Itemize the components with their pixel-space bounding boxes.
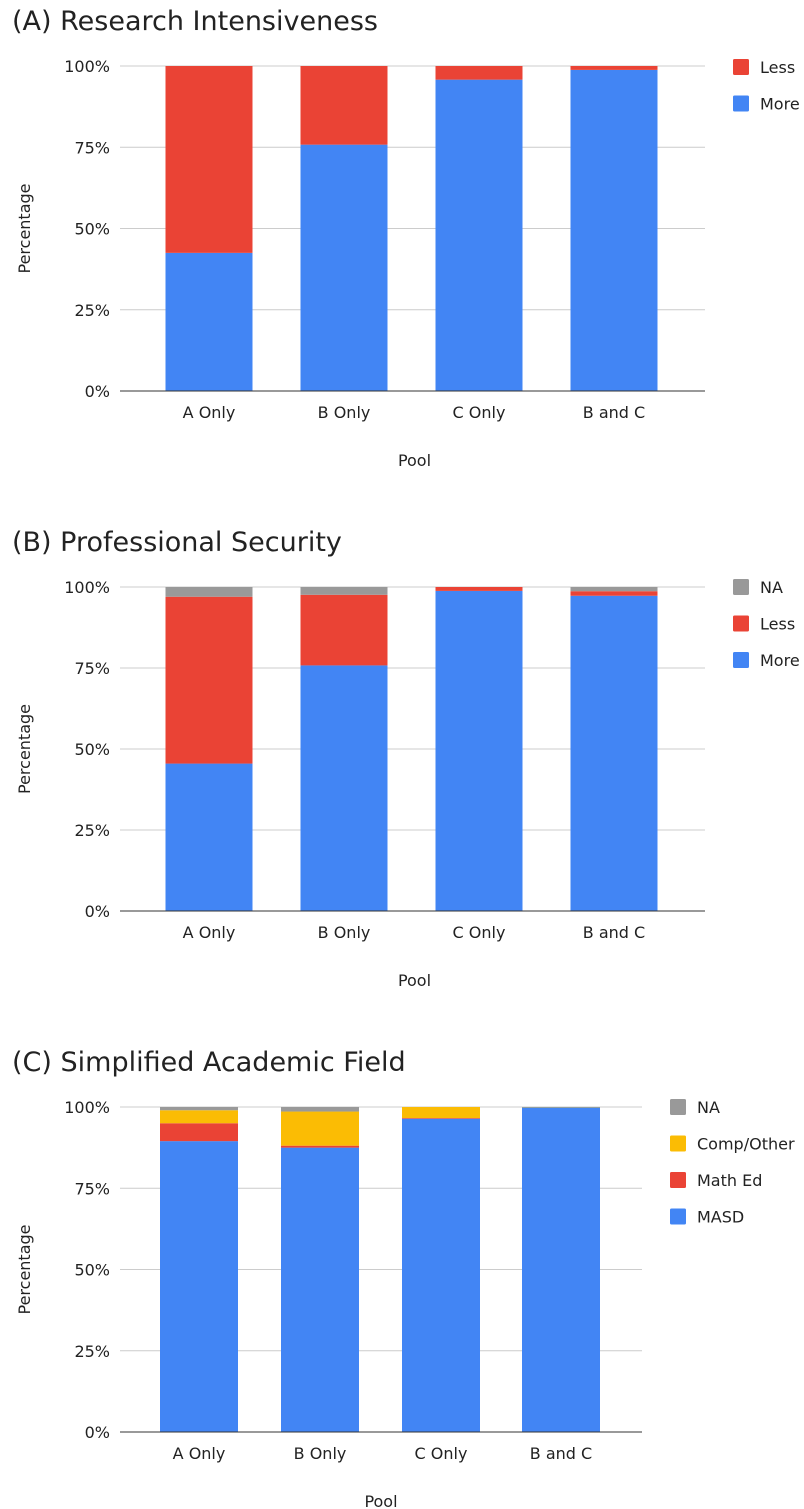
y-axis-title: Percentage	[15, 183, 34, 273]
y-tick-label: 0%	[85, 1423, 110, 1442]
x-axis-title: Pool	[364, 1492, 397, 1509]
bar-segment	[300, 66, 388, 145]
bar-segment	[165, 596, 253, 764]
chart-title: (C) Simplified Academic Field	[12, 1047, 406, 1078]
x-tick-label: B Only	[318, 403, 371, 422]
bar-segment	[165, 66, 253, 253]
x-tick-label: A Only	[183, 403, 236, 422]
x-axis-title: Pool	[398, 971, 431, 990]
legend-label: Comp/Other	[697, 1135, 795, 1154]
legend-label: Math Ed	[697, 1171, 762, 1190]
legend-swatch	[670, 1172, 686, 1188]
x-tick-label: C Only	[415, 1444, 468, 1463]
bar-segment	[570, 66, 658, 70]
bar-segment	[165, 763, 253, 911]
x-tick-label: C Only	[453, 923, 506, 942]
bar-segment	[165, 587, 253, 597]
legend-label: Less	[760, 58, 795, 77]
bar-segment	[402, 1107, 480, 1119]
chart-title: (B) Professional Security	[12, 527, 342, 558]
bar-segment	[522, 1107, 600, 1432]
y-tick-label: 0%	[85, 382, 110, 401]
bar-segment	[435, 79, 523, 392]
y-tick-label: 100%	[64, 1098, 110, 1117]
bar-segment	[281, 1107, 359, 1112]
x-tick-label: C Only	[453, 403, 506, 422]
legend-label: More	[760, 651, 800, 670]
legend-label: NA	[760, 578, 783, 597]
bar-segment	[570, 69, 658, 392]
x-axis-title: Pool	[398, 451, 431, 470]
bar-segment	[281, 1111, 359, 1146]
chart-panel-0: (A) Research Intensiveness 0% 25% 50% 75% 100…	[12, 6, 800, 470]
y-tick-label: 0%	[85, 902, 110, 921]
legend-label: Less	[760, 615, 795, 634]
y-axis-title: Percentage	[15, 1224, 34, 1314]
legend-label: MASD	[697, 1208, 744, 1227]
bar-segment	[300, 594, 388, 666]
bar-segment	[402, 1118, 480, 1119]
chart-title: (A) Research Intensiveness	[12, 6, 378, 37]
y-tick-label: 50%	[74, 740, 110, 759]
bar-segment	[281, 1145, 359, 1148]
chart-panel-1: (B) Professional Security 0% 25% 50% 75% 100%…	[12, 527, 800, 990]
x-tick-label: B and C	[583, 403, 645, 422]
y-tick-label: 100%	[64, 578, 110, 597]
bar-segment	[435, 66, 523, 80]
y-tick-label: 25%	[74, 1342, 110, 1361]
y-axis-title: Percentage	[15, 704, 34, 794]
legend-swatch	[733, 615, 749, 632]
y-tick-label: 75%	[74, 659, 110, 678]
bar-segment	[435, 590, 523, 911]
legend-label: More	[760, 95, 800, 114]
y-tick-label: 50%	[74, 1261, 110, 1280]
bar-segment	[435, 587, 523, 591]
y-tick-label: 25%	[74, 821, 110, 840]
y-tick-label: 75%	[74, 1179, 110, 1198]
legend-swatch	[670, 1135, 686, 1152]
x-tick-label: A Only	[173, 1444, 226, 1463]
bar-segment	[160, 1123, 238, 1142]
bar-segment	[160, 1110, 238, 1124]
legend-swatch	[733, 59, 749, 75]
bar-segment	[402, 1118, 480, 1432]
bar-segment	[281, 1147, 359, 1432]
bar-segment	[300, 144, 388, 391]
x-tick-label: B Only	[318, 923, 371, 942]
x-tick-label: A Only	[183, 923, 236, 942]
legend-swatch	[670, 1208, 686, 1225]
legend-label: NA	[697, 1098, 720, 1117]
y-tick-label: 25%	[74, 301, 110, 320]
bar-segment	[570, 595, 658, 911]
chart-panel-2: (C) Simplified Academic Field 0% 25% 50% 75%…	[12, 1047, 795, 1509]
legend-swatch	[733, 95, 749, 112]
bar-segment	[570, 587, 658, 592]
x-tick-label: B and C	[530, 1444, 592, 1463]
bar-segment	[160, 1141, 238, 1432]
bar-segment	[300, 587, 388, 595]
y-tick-label: 50%	[74, 220, 110, 239]
bar-segment	[570, 591, 658, 596]
x-tick-label: B and C	[583, 923, 645, 942]
y-tick-label: 75%	[74, 138, 110, 157]
x-tick-label: B Only	[294, 1444, 347, 1463]
bar-segment	[300, 665, 388, 911]
legend-swatch	[733, 652, 749, 668]
bar-segment	[160, 1107, 238, 1111]
y-tick-label: 100%	[64, 57, 110, 76]
legend-swatch	[733, 579, 749, 595]
bar-segment	[165, 252, 253, 391]
legend-swatch	[670, 1099, 686, 1115]
